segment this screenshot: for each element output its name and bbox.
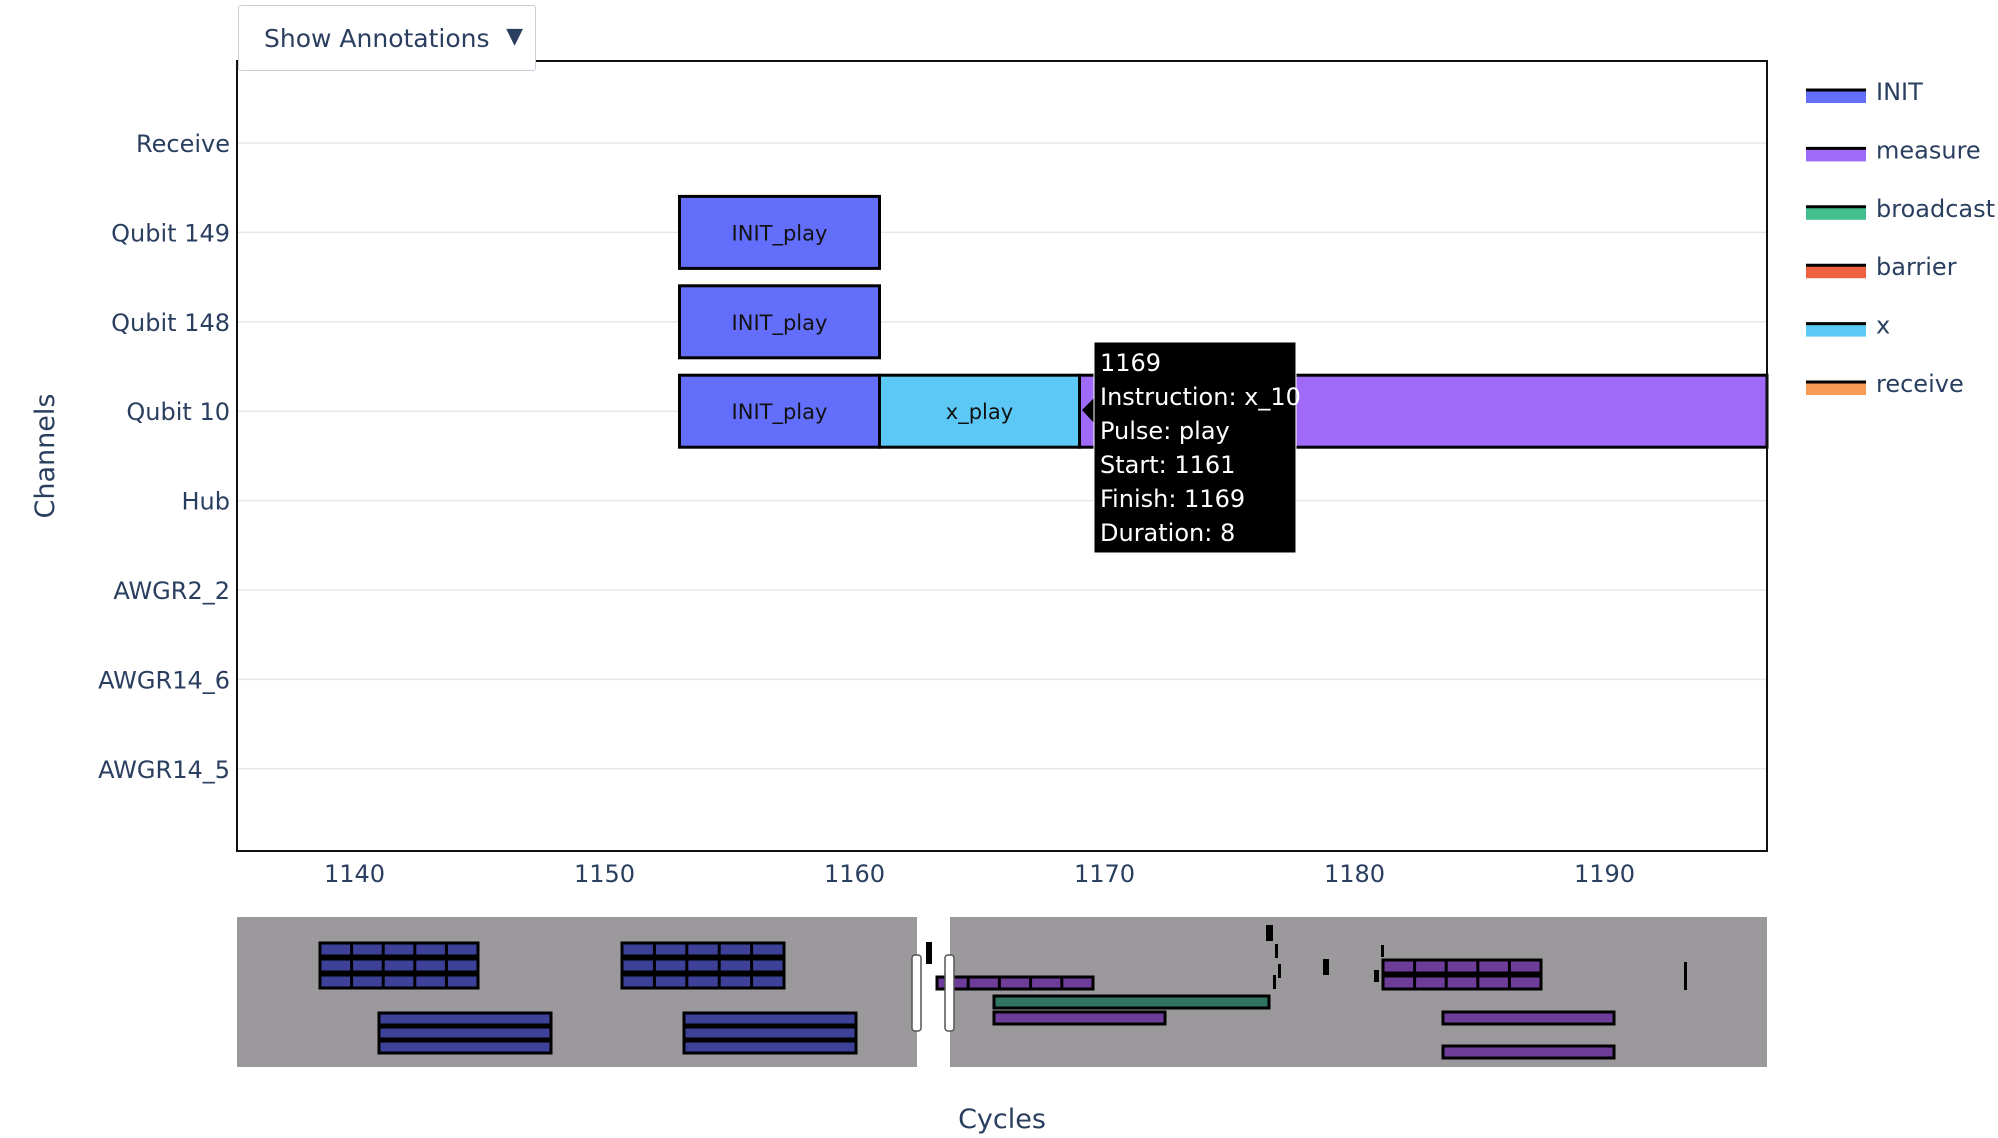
channel-tick-label: AWGR14_5 (98, 756, 230, 784)
legend-item-init[interactable]: INIT (1806, 78, 1923, 106)
x-tick-label: 1180 (1324, 860, 1385, 888)
overview-bar (1441, 1010, 1616, 1026)
tooltip-line: Pulse: play (1100, 417, 1230, 445)
legend-label: x (1876, 312, 1890, 340)
overview-mark (1278, 964, 1281, 978)
show-annotations-label: Show Annotations (264, 23, 490, 53)
hover-tooltip: 1169 Instruction: x_10 Pulse: play Start: 1… (1082, 341, 1301, 554)
overview-mark (1275, 944, 1278, 958)
range-slider-right-mask (950, 917, 1767, 1067)
legend-swatch (1806, 265, 1866, 279)
x-tick-label: 1140 (324, 860, 385, 888)
overview-bar (620, 957, 786, 974)
legend-swatch (1806, 206, 1866, 220)
legend-swatch (1806, 148, 1866, 162)
range-slider-right-handle[interactable] (944, 954, 955, 1032)
overview-bar (318, 941, 480, 958)
legend-label: INIT (1876, 78, 1923, 106)
legend-swatch (1806, 90, 1866, 103)
overview-bar (620, 941, 786, 958)
range-slider[interactable] (237, 917, 1767, 1067)
overview-bar (377, 1039, 553, 1055)
overview-bar (992, 1010, 1167, 1026)
legend-label: measure (1876, 136, 1981, 164)
tooltip-line: Finish: 1169 (1100, 485, 1245, 513)
tooltip-box (1093, 341, 1297, 554)
tooltip-pointer (1082, 397, 1095, 424)
legend-item-receive[interactable]: receive (1806, 370, 1964, 398)
x-tick-label: 1190 (1574, 860, 1635, 888)
legend-label: receive (1876, 370, 1964, 398)
legend-item-measure[interactable]: measure (1806, 136, 1981, 164)
tooltip-line: 1169 (1100, 349, 1161, 377)
bar-label: x_play (946, 400, 1013, 425)
legend-swatch (1806, 382, 1866, 395)
plot-area (237, 61, 1767, 851)
legend-item-barrier[interactable]: barrier (1806, 253, 1957, 281)
overview-bar (377, 1011, 553, 1027)
channel-tick-label: Hub (182, 488, 231, 516)
legend-item-x[interactable]: x (1806, 312, 1890, 340)
overview-bar (318, 973, 480, 990)
overview-bar (377, 1025, 553, 1041)
overview-mark (1273, 975, 1276, 989)
x-tick-label: 1150 (574, 860, 635, 888)
overview-mark (926, 942, 932, 964)
show-annotations-dropdown[interactable]: Show Annotations ▼ (238, 5, 536, 71)
overview-bar (935, 975, 1095, 991)
overview-mark (1323, 959, 1329, 975)
legend-item-broadcast[interactable]: broadcast (1806, 195, 1995, 223)
overview-mark (1266, 925, 1273, 941)
overview-mark (1374, 970, 1379, 982)
bar-label: INIT_play (732, 221, 828, 246)
plot-frame (236, 60, 1768, 852)
tooltip-line: Duration: 8 (1100, 519, 1235, 547)
channel-tick-label: Receive (136, 130, 230, 158)
channel-tick-label: AWGR2_2 (113, 577, 230, 605)
channel-tick-label: Qubit 149 (111, 219, 230, 247)
overview-mark (1684, 962, 1687, 990)
legend-label: broadcast (1876, 195, 1995, 223)
bar-label: INIT_play (732, 400, 828, 425)
overview-bar (1381, 958, 1543, 975)
y-axis-title: Channels (30, 394, 61, 519)
channel-tick-label: Qubit 148 (111, 309, 230, 337)
range-slider-left-handle[interactable] (911, 954, 922, 1032)
overview-bar (682, 1039, 858, 1055)
overview-bar (1381, 974, 1543, 991)
overview-bar (620, 973, 786, 990)
tooltip-line: Start: 1161 (1100, 451, 1235, 479)
overview-bar (992, 994, 1271, 1010)
bar-init[interactable] (678, 194, 881, 270)
overview-bar (318, 957, 480, 974)
bar-label: INIT_play (732, 311, 828, 336)
overview-bar (1441, 1044, 1616, 1060)
channel-tick-label: AWGR14_6 (98, 666, 230, 694)
x-tick-label: 1170 (1074, 860, 1135, 888)
overview-bar (682, 1025, 858, 1041)
bar-init[interactable] (678, 284, 881, 360)
channel-tick-label: Qubit 10 (126, 398, 230, 426)
overview-bar (682, 1011, 858, 1027)
triangle-down-icon: ▼ (506, 24, 523, 49)
legend-label: barrier (1876, 253, 1957, 281)
tooltip-line: Instruction: x_10 (1100, 383, 1301, 411)
legend-swatch (1806, 323, 1866, 337)
overview-mark (1381, 945, 1384, 957)
x-axis-title: Cycles (958, 1104, 1046, 1135)
legend[interactable]: INIT measure broadcast barrier x receive (1806, 78, 1995, 398)
x-tick-label: 1160 (824, 860, 885, 888)
